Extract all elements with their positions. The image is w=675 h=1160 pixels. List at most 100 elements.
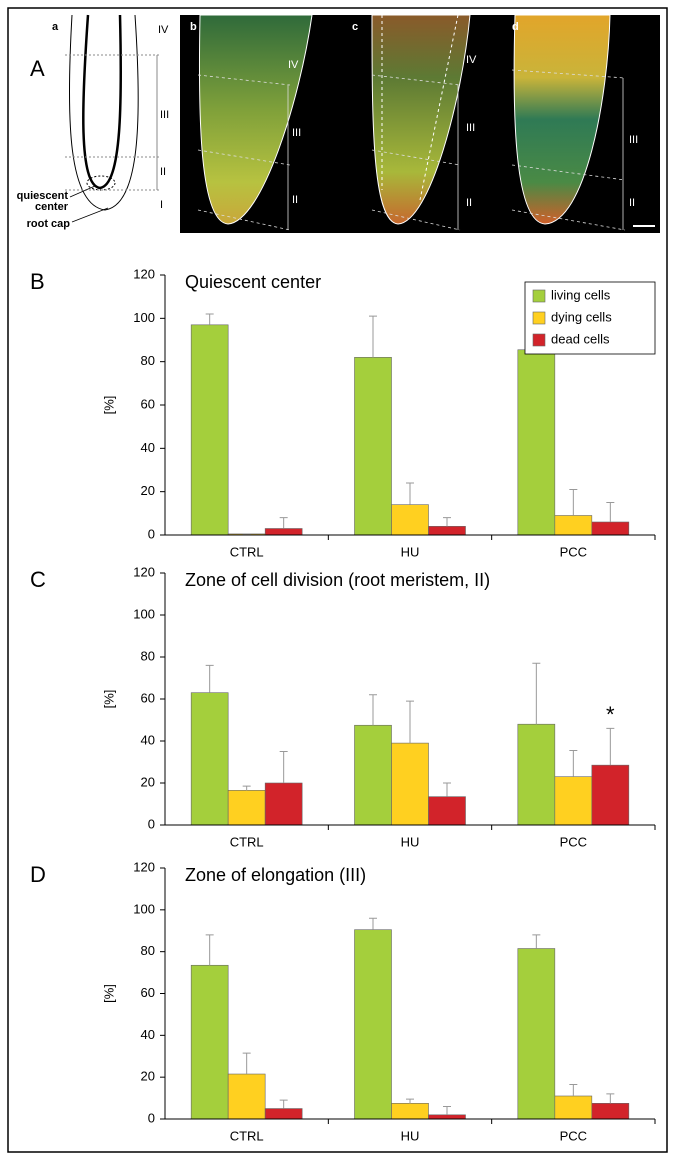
y-tick-label: 100	[133, 606, 155, 621]
legend-box	[524, 281, 656, 355]
bar	[264, 1108, 303, 1120]
bar	[264, 782, 303, 826]
legend-label: dead cells	[551, 331, 610, 346]
y-axis-label: [%]	[101, 984, 116, 1003]
error-bar	[205, 664, 214, 693]
zone-label: III	[629, 134, 638, 146]
annotation: center	[35, 201, 69, 213]
zone-label: II	[466, 197, 472, 209]
zone-label: II	[629, 197, 635, 209]
y-tick-label: 100	[133, 310, 155, 325]
error-bar	[532, 662, 541, 725]
y-tick-label: 80	[141, 353, 155, 368]
zone-label: IV	[466, 54, 477, 66]
panel-label: D	[30, 862, 46, 887]
y-tick-label: 20	[141, 774, 155, 789]
error-bar	[443, 1105, 451, 1115]
y-axis-label: [%]	[101, 690, 116, 709]
bar	[354, 929, 392, 1120]
error-bar	[279, 517, 288, 529]
error-bar	[606, 727, 615, 766]
error-bar	[279, 751, 288, 783]
error-bar	[406, 700, 414, 744]
y-tick-label: 120	[133, 266, 155, 281]
y-tick-label: 100	[133, 901, 155, 916]
error-bar	[606, 1093, 615, 1104]
bar	[354, 724, 392, 826]
y-tick-label: 60	[141, 690, 155, 705]
error-bar	[443, 517, 451, 527]
chart-title: Zone of cell division (root meristem, II…	[185, 570, 490, 590]
zone-label: II	[160, 166, 166, 178]
error-bar	[532, 934, 541, 949]
error-bar	[369, 694, 377, 726]
bar	[428, 796, 466, 826]
error-bar	[369, 917, 377, 930]
root-diagram	[65, 14, 160, 223]
zone-label: III	[292, 127, 301, 139]
error-bar	[205, 313, 214, 325]
frame	[7, 7, 668, 1153]
legend-label: dying cells	[551, 309, 612, 324]
bar	[554, 515, 593, 536]
bar	[354, 357, 392, 536]
bar	[428, 1114, 466, 1120]
bar	[190, 324, 229, 536]
y-tick-label: 80	[141, 648, 155, 663]
error-bar	[569, 749, 578, 777]
bar	[227, 790, 266, 826]
bar	[227, 1073, 266, 1120]
legend-swatch	[532, 333, 546, 347]
bar	[554, 776, 593, 826]
bar	[391, 504, 429, 536]
y-tick-label: 40	[141, 440, 155, 455]
chart-title: Quiescent center	[185, 272, 321, 292]
significance-marker: *	[606, 702, 615, 727]
bar	[517, 723, 556, 826]
y-tick-label: 60	[141, 985, 155, 1000]
legend-label: living cells	[551, 287, 611, 302]
error-bar	[242, 1052, 251, 1075]
x-tick-label: CTRL	[230, 1128, 264, 1143]
chart-title: Zone of elongation (III)	[185, 865, 366, 885]
panel-label: B	[30, 269, 45, 294]
y-tick-label: 120	[133, 564, 155, 579]
zone-label: III	[466, 122, 475, 134]
zone-label: IV	[158, 24, 169, 36]
y-tick-label: 20	[141, 1069, 155, 1084]
x-tick-label: CTRL	[230, 544, 264, 559]
zone-label: IV	[288, 59, 299, 71]
error-bar	[406, 1098, 414, 1104]
error-bar	[406, 482, 414, 505]
x-tick-label: PCC	[560, 1128, 587, 1143]
panel-label: C	[30, 567, 46, 592]
legend-swatch	[532, 289, 546, 303]
bar	[554, 1095, 593, 1120]
error-bar	[205, 934, 214, 966]
x-tick-label: CTRL	[230, 834, 264, 849]
bar	[190, 964, 229, 1120]
y-axis-label: [%]	[101, 396, 116, 415]
subpanel-label: d	[512, 21, 519, 33]
y-tick-label: 40	[141, 732, 155, 747]
bar	[391, 1103, 429, 1120]
error-bar	[279, 1099, 288, 1109]
zone-label: III	[160, 109, 169, 121]
y-tick-label: 0	[148, 816, 155, 831]
bar	[591, 1103, 630, 1120]
zone-label: II	[292, 194, 298, 206]
bar	[591, 764, 630, 826]
y-tick-label: 80	[141, 943, 155, 958]
bar	[517, 349, 556, 536]
y-tick-label: 40	[141, 1027, 155, 1042]
legend-swatch	[532, 311, 546, 325]
bar	[428, 526, 466, 536]
error-bar	[369, 315, 377, 358]
y-tick-label: 60	[141, 396, 155, 411]
subpanel-label: c	[352, 21, 358, 33]
y-tick-label: 20	[141, 483, 155, 498]
panel-label: A	[30, 56, 45, 81]
y-tick-label: 0	[148, 1110, 155, 1125]
x-tick-label: PCC	[560, 834, 587, 849]
